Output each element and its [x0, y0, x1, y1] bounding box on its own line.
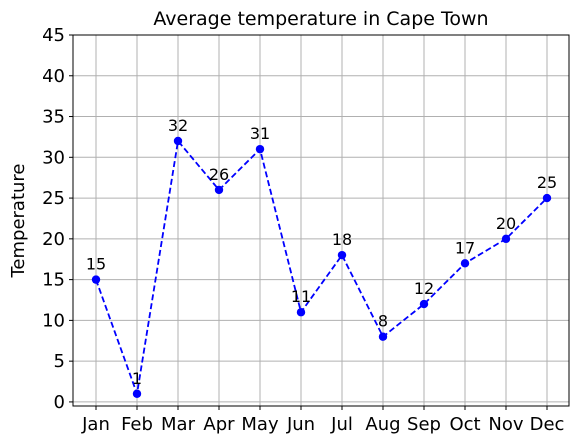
data-label: 32 — [168, 116, 188, 135]
x-tick-label: Oct — [449, 414, 480, 435]
series-line — [95, 138, 548, 398]
chart-title: Average temperature in Cape Town — [153, 8, 488, 30]
data-label: 17 — [455, 238, 475, 257]
data-point — [460, 259, 470, 268]
data-point — [173, 136, 183, 146]
axes-frame — [72, 34, 570, 407]
data-point — [542, 193, 552, 203]
y-tick-label: 35 — [42, 107, 65, 128]
x-tick-label: Dec — [530, 414, 565, 435]
y-tick-label: 45 — [42, 25, 65, 46]
y-tick-label: 30 — [42, 147, 65, 168]
data-label: 25 — [537, 173, 557, 192]
x-tick-label: Jun — [286, 414, 315, 435]
data-label: 8 — [378, 312, 388, 331]
data-point — [91, 275, 101, 284]
grid-lines — [73, 34, 569, 406]
data-labels: 15 1 32 26 31 11 18 8 12 17 20 25 — [86, 116, 557, 388]
x-tick-label: Sep — [407, 414, 441, 435]
data-label: 1 — [132, 369, 142, 388]
data-label: 31 — [250, 124, 270, 143]
x-tick-label: Jul — [330, 414, 353, 435]
data-point — [296, 308, 306, 317]
x-tick-label: Apr — [203, 414, 235, 435]
y-tick-label: 40 — [42, 66, 65, 87]
y-tick-label: 15 — [42, 270, 65, 291]
x-tick-label: Nov — [488, 414, 523, 435]
x-tick-label: Feb — [121, 414, 153, 435]
x-tick-label: Jan — [81, 414, 110, 435]
y-tick-label: 20 — [42, 229, 65, 250]
data-label: 11 — [291, 287, 311, 306]
plot-series — [91, 136, 552, 398]
data-point — [214, 185, 224, 195]
data-point — [501, 234, 511, 244]
y-axis-title: Temperature — [8, 163, 29, 278]
data-label: 18 — [332, 230, 352, 249]
data-label: 26 — [209, 165, 229, 184]
x-tick-label: Aug — [365, 414, 400, 435]
y-tick-label: 0 — [54, 392, 65, 413]
x-tick-label: Mar — [161, 414, 196, 435]
y-tick-label: 5 — [54, 351, 65, 372]
data-label: 20 — [496, 214, 516, 233]
x-tick-label: May — [241, 414, 279, 435]
data-point — [132, 389, 142, 398]
axis-ticks: 0 5 10 15 20 25 30 35 40 45 Jan Feb Mar Apr May Jun Jul A… — [42, 25, 564, 435]
data-label: 15 — [86, 255, 106, 274]
data-point — [419, 299, 429, 309]
data-point — [378, 332, 388, 341]
data-label: 12 — [414, 279, 434, 298]
data-point — [255, 144, 265, 154]
y-tick-label: 10 — [42, 310, 65, 331]
data-point — [337, 250, 347, 260]
y-tick-label: 25 — [42, 188, 65, 209]
